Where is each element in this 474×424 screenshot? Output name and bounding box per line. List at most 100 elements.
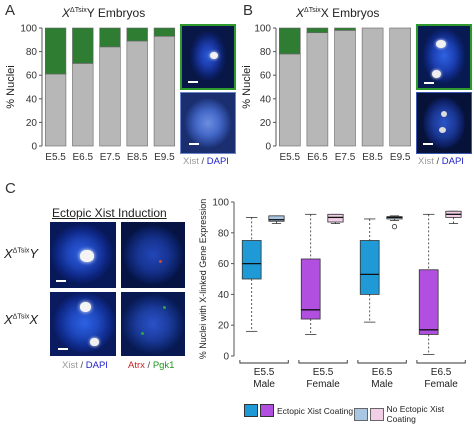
legend-swatch-lightblue: [354, 407, 368, 421]
x-tick-label: E7.5: [100, 152, 121, 163]
y-tick-label: 100: [20, 24, 37, 35]
y-tick-label: 40: [218, 290, 230, 301]
xist-cloud-spot: [432, 70, 441, 78]
group-stage-label: E5.5: [254, 367, 275, 378]
bar-segment-green: [126, 27, 148, 42]
caption-dapi: DAPI: [441, 156, 464, 167]
box-blue: [241, 240, 262, 280]
panel-b-title-x: X: [296, 6, 305, 20]
caption-xist: Xist: [62, 360, 78, 371]
group-bracket: [239, 360, 289, 364]
y-tick-label: 40: [26, 94, 38, 105]
panel-b-caption: Xist / DAPI: [418, 156, 464, 167]
row-label-sup: ΔTsix: [12, 247, 30, 255]
y-tick-label: 20: [26, 118, 38, 129]
x-tick-label: E5.5: [45, 152, 66, 163]
outlier-point: [391, 224, 398, 230]
caption-dapi: DAPI: [85, 360, 108, 371]
legend-swatch-lightpink: [369, 407, 384, 421]
group-bracket: [298, 360, 348, 364]
legend-nocoating-label: No Ectopic Xist Coating: [386, 404, 445, 424]
box-lightblue: [268, 215, 285, 222]
bar-segment-gray: [44, 73, 67, 147]
bar-segment-gray: [126, 40, 148, 147]
y-tick-label: 60: [26, 71, 38, 82]
gene-signal-spot: [163, 306, 166, 309]
y-tick-label: 80: [260, 47, 272, 58]
panel-b-micrograph-top: [416, 24, 472, 90]
caption-dapi: DAPI: [206, 156, 229, 167]
bar-segment-green: [44, 27, 67, 75]
bar-segment-green: [72, 27, 94, 64]
panel-b-micrograph-bottom: [416, 92, 472, 154]
c-caption-genes: Atrx / Pgk1: [128, 360, 174, 371]
caption-sep: /: [433, 156, 442, 167]
caption-atrx: Atrx: [128, 360, 145, 371]
xist-cloud-spot: [210, 52, 218, 59]
bar-segment-gray: [279, 53, 301, 147]
induction-title: Ectopic Xist Induction: [52, 206, 167, 220]
row-label-xx: XΔTsixX: [4, 312, 38, 327]
panel-a-title-x: X: [62, 6, 71, 20]
group-stage-label: E5.5: [313, 367, 334, 378]
legend-swatch-blue: [244, 404, 258, 417]
caption-sep: /: [198, 156, 207, 167]
group-stage-label: E6.5: [431, 367, 452, 378]
legend-coating: Ectopic Xist Coating: [244, 404, 353, 417]
bar-segment-gray: [153, 35, 176, 147]
x-tick-label: E7.5: [335, 152, 356, 163]
legend-swatch-purple: [260, 404, 274, 417]
y-tick-label: 60: [260, 71, 272, 82]
bar-segment-gray: [389, 27, 411, 147]
panel-a-title: XΔTsixY Embryos: [62, 6, 145, 20]
panel-letter-a: A: [5, 2, 16, 19]
x-tick-label: E9.5: [390, 152, 411, 163]
panel-a-micrograph-top: [180, 24, 236, 90]
caption-xist: Xist: [418, 156, 434, 167]
xist-cloud-spot: [90, 338, 99, 346]
bar-segment-gray: [334, 30, 356, 147]
group-bracket: [357, 360, 407, 364]
y-tick-label: 0: [223, 352, 229, 363]
c-micrograph-xy-xist: [50, 222, 116, 288]
group-bracket: [416, 360, 466, 364]
bar-segment-green: [306, 27, 329, 34]
group-sex-label: Female: [424, 379, 458, 390]
scale-bar: [424, 82, 434, 84]
y-tick-label: 0: [265, 142, 271, 153]
c-micrograph-xx-xist: [50, 292, 116, 356]
box-purple: [418, 269, 439, 335]
y-tick-label: 60: [218, 259, 230, 270]
box-blue: [359, 240, 380, 295]
xist-cloud-spot: [80, 302, 91, 312]
x-tick-label: E5.5: [280, 152, 301, 163]
c-caption-xist: Xist / DAPI: [62, 360, 108, 371]
box-lightpink: [327, 213, 344, 223]
caption-sep: /: [144, 360, 153, 371]
x-tick-label: E8.5: [127, 152, 148, 163]
scale-bar: [56, 280, 66, 282]
y-axis-label: % Nuclei: [241, 65, 253, 108]
x-tick-label: E6.5: [307, 152, 328, 163]
caption-xist: Xist: [183, 156, 199, 167]
row-label-sup: ΔTsix: [12, 313, 30, 321]
panel-b-title-sup: ΔTsix: [304, 7, 321, 14]
xist-cloud-spot: [441, 111, 447, 117]
bar-segment-green: [334, 27, 356, 31]
panel-b-title: XΔTsixX Embryos: [296, 6, 379, 20]
row-label-y: Y: [29, 246, 39, 261]
caption-pgk1: Pgk1: [152, 360, 175, 371]
scale-bar: [189, 143, 199, 145]
box-purple: [300, 258, 321, 320]
panel-letter-b: B: [243, 2, 254, 19]
y-axis-label: % Nuclei: [5, 65, 17, 108]
y-tick-label: 80: [26, 47, 38, 58]
scale-bar: [58, 348, 68, 350]
y-tick-label: 0: [31, 142, 37, 153]
scale-bar: [188, 81, 198, 83]
x-tick-label: E9.5: [154, 152, 175, 163]
gene-signal-spot: [141, 332, 144, 335]
y-tick-label: 20: [260, 118, 272, 129]
group-stage-label: E6.5: [372, 367, 393, 378]
y-tick-label: 100: [212, 198, 229, 209]
